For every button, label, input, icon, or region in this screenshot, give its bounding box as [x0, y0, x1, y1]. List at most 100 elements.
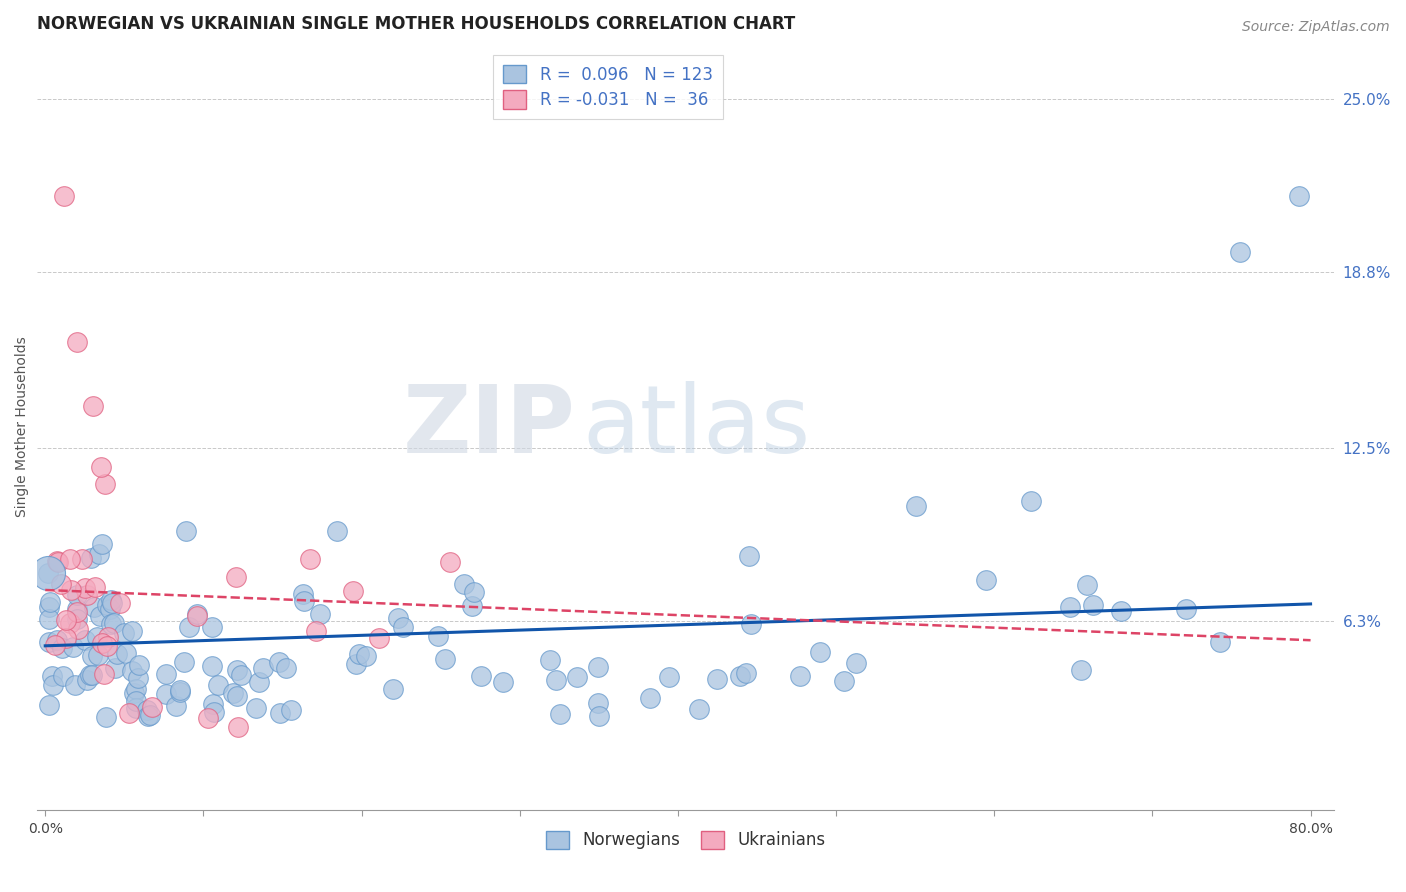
Point — [789, 669, 811, 683]
Point — [342, 583, 364, 598]
Point — [46, 633, 69, 648]
Point — [586, 660, 609, 674]
Point — [460, 599, 482, 613]
Point — [155, 687, 177, 701]
Point — [82, 399, 104, 413]
Y-axis label: Single Mother Households: Single Mother Households — [15, 336, 30, 517]
Point — [79, 667, 101, 681]
Point — [82, 668, 104, 682]
Point — [186, 607, 208, 621]
Point — [298, 552, 321, 566]
Point — [73, 581, 96, 595]
Point — [354, 649, 377, 664]
Point — [125, 682, 148, 697]
Point — [434, 652, 457, 666]
Point — [226, 663, 249, 677]
Point — [382, 681, 405, 696]
Point — [439, 555, 461, 569]
Point — [305, 624, 328, 638]
Point — [247, 675, 270, 690]
Point — [96, 710, 118, 724]
Text: atlas: atlas — [582, 381, 810, 473]
Point — [326, 524, 349, 539]
Point — [845, 656, 868, 670]
Point — [66, 611, 89, 625]
Point — [1070, 663, 1092, 677]
Point — [66, 602, 89, 616]
Point — [567, 670, 589, 684]
Point — [100, 592, 122, 607]
Point — [976, 573, 998, 587]
Point — [127, 671, 149, 685]
Point — [76, 588, 98, 602]
Point — [93, 667, 115, 681]
Point — [100, 616, 122, 631]
Point — [38, 599, 60, 614]
Point — [94, 477, 117, 491]
Point — [51, 669, 73, 683]
Point — [706, 672, 728, 686]
Point — [245, 701, 267, 715]
Point — [291, 587, 314, 601]
Point — [51, 640, 73, 655]
Point — [59, 552, 82, 566]
Point — [83, 599, 105, 614]
Point — [53, 189, 76, 203]
Point — [368, 632, 391, 646]
Point — [55, 631, 77, 645]
Point — [453, 577, 475, 591]
Point — [84, 581, 107, 595]
Point — [141, 700, 163, 714]
Point — [44, 638, 66, 652]
Point — [80, 648, 103, 663]
Point — [586, 696, 609, 710]
Point — [97, 630, 120, 644]
Point — [98, 602, 121, 616]
Point — [344, 657, 367, 671]
Point — [207, 677, 229, 691]
Point — [108, 596, 131, 610]
Point — [59, 615, 82, 630]
Point — [1059, 600, 1081, 615]
Point — [492, 674, 515, 689]
Point — [173, 655, 195, 669]
Point — [89, 547, 111, 561]
Point — [347, 647, 370, 661]
Point — [546, 673, 568, 687]
Point — [136, 703, 159, 717]
Point — [186, 609, 208, 624]
Point — [62, 640, 84, 655]
Point — [66, 588, 89, 602]
Text: Source: ZipAtlas.com: Source: ZipAtlas.com — [1241, 20, 1389, 34]
Point — [387, 611, 409, 625]
Point — [125, 694, 148, 708]
Point — [118, 706, 141, 720]
Point — [1019, 493, 1042, 508]
Point — [73, 633, 96, 648]
Point — [112, 626, 135, 640]
Point — [202, 705, 225, 719]
Point — [688, 702, 710, 716]
Point — [201, 620, 224, 634]
Point — [169, 684, 191, 698]
Point — [70, 552, 93, 566]
Point — [105, 647, 128, 661]
Point — [392, 620, 415, 634]
Point — [165, 698, 187, 713]
Point — [201, 659, 224, 673]
Point — [1288, 189, 1310, 203]
Point — [1109, 604, 1132, 618]
Point — [136, 708, 159, 723]
Point — [38, 698, 60, 712]
Point — [115, 646, 138, 660]
Point — [91, 537, 114, 551]
Point — [39, 595, 62, 609]
Point — [80, 550, 103, 565]
Point — [66, 334, 89, 349]
Point — [229, 667, 252, 681]
Point — [121, 664, 143, 678]
Point — [46, 554, 69, 568]
Point — [904, 500, 927, 514]
Point — [104, 661, 127, 675]
Legend: Norwegians, Ukrainians: Norwegians, Ukrainians — [540, 824, 832, 856]
